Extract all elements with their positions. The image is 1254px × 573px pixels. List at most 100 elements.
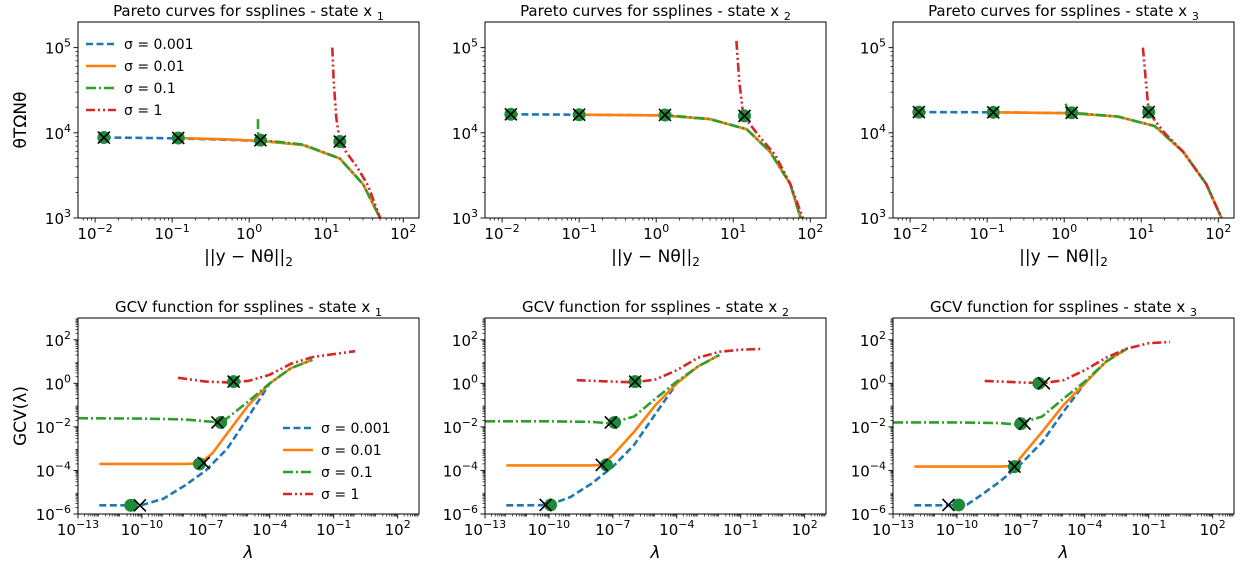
subplot-title: Pareto curves for ssplines - state x 1 (113, 2, 384, 23)
optimum-dot-marker (1032, 376, 1046, 390)
series-group (78, 349, 356, 512)
series-line-sigma-1 (576, 347, 763, 384)
legend-label: σ = 0.1 (124, 81, 176, 97)
y-tick-label-exp: 5 (471, 37, 478, 50)
series-line-sigma-0.1 (78, 358, 313, 424)
y-tick-label-exp: −6 (55, 503, 71, 516)
x-tick-label-exp: −1 (174, 222, 190, 235)
optimum-dot-marker (214, 415, 228, 429)
x-tick-label: 100 (1051, 222, 1077, 243)
x-tick-label: 10−10 (528, 518, 570, 539)
y-tick-label-base: 10 (45, 332, 64, 350)
cross-marker (197, 456, 211, 470)
y-tick-label: 102 (45, 329, 71, 350)
y-tick-label-base: 10 (36, 419, 55, 437)
title-subscript: 1 (375, 306, 382, 319)
series-line-sigma-0.001 (506, 382, 678, 507)
y-tick-label-base: 10 (851, 419, 870, 437)
y-tick-label-base: 10 (452, 210, 471, 228)
cross-marker (133, 498, 147, 512)
y-tick-label-exp: 0 (471, 372, 478, 385)
series-line-sigma-0.1 (485, 353, 721, 425)
axes-frame (892, 21, 1235, 219)
x-tick-label: 101 (1128, 222, 1154, 243)
x-tick-label-exp: 0 (255, 222, 262, 235)
y-tick-label: 104 (860, 122, 886, 143)
x-tick-label-exp: 1 (739, 222, 746, 235)
x-axis-label-text: ||y − Nθ|| (204, 247, 285, 267)
title-subscript: 2 (784, 10, 791, 23)
y-tick-label-exp: −6 (870, 503, 886, 516)
x-tick-label: 100 (643, 222, 669, 243)
x-tick-label-exp: −7 (614, 518, 630, 531)
y-tick-label-base: 10 (45, 210, 64, 228)
subplot-5: 10−13 10−10 10−7 10−4 10−1 10210−610−410−2100… (443, 298, 827, 563)
x-tick-label-base: 10 (121, 521, 140, 539)
x-tick-label-exp: −1 (1150, 518, 1166, 531)
x-tick-label: 10−10 (936, 518, 978, 539)
x-tick-label-base: 10 (313, 225, 332, 243)
legend: σ = 0.001 σ = 0.01 σ = 0.1 σ = 1 (86, 37, 194, 119)
series-group (893, 340, 1171, 512)
y-tick-label-base: 10 (45, 375, 64, 393)
series-group (97, 47, 382, 218)
series-line-sigma-0.001 (99, 382, 271, 507)
y-tick-label-exp: 0 (879, 372, 886, 385)
y-axis-label: θTΩNθ (11, 92, 31, 149)
x-tick-label-base: 10 (154, 225, 173, 243)
x-tick-label-exp: −2 (97, 222, 113, 235)
x-axis-label: ||y − Nθ||2 (611, 247, 700, 269)
title-text: GCV function for ssplines - state x (115, 298, 375, 316)
x-axis-label: ||y − Nθ||2 (1019, 247, 1108, 269)
y-tick-label-exp: 3 (471, 207, 478, 220)
legend-label: σ = 0.01 (321, 443, 382, 459)
cross-marker (1142, 105, 1156, 119)
y-tick-label-base: 10 (860, 332, 879, 350)
cross-marker (504, 107, 518, 121)
x-tick-label-base: 10 (1067, 521, 1086, 539)
x-tick-label-exp: 1 (332, 222, 339, 235)
x-tick-label: 10−10 (121, 518, 163, 539)
cross-marker (1065, 106, 1079, 120)
y-tick-label: 10−6 (851, 503, 886, 524)
cross-marker (253, 133, 268, 147)
series-group (504, 40, 805, 218)
x-tick-label-exp: 2 (816, 222, 823, 235)
cross-marker (1037, 376, 1051, 390)
cross-marker (333, 134, 347, 149)
x-tick-label-exp: 1 (1147, 222, 1154, 235)
optimum-dot-marker (544, 498, 558, 512)
x-tick-label-exp: 0 (1070, 222, 1077, 235)
y-axis-label: GCV(λ) (11, 386, 31, 446)
y-tick-label-exp: −2 (870, 416, 886, 429)
x-tick-label: 10−13 (464, 518, 506, 539)
legend-label: σ = 1 (321, 487, 359, 503)
series-line-sigma-0.001 (510, 113, 802, 218)
x-axis-label-subscript: 2 (692, 255, 700, 269)
optimum-dot-marker (192, 457, 206, 471)
x-tick-label: 10−7 (595, 518, 630, 539)
y-tick-label: 10−6 (443, 503, 478, 524)
x-axis-label: λ (242, 543, 253, 563)
x-tick-label: 10−13 (872, 518, 914, 539)
legend-label: σ = 0.01 (124, 59, 185, 75)
x-axis-label-subscript: 2 (285, 255, 293, 269)
x-tick-label: 102 (385, 518, 411, 539)
x-tick-label-exp: −10 (955, 518, 978, 531)
title-text: Pareto curves for ssplines - state x (113, 2, 377, 20)
cross-marker (604, 415, 618, 430)
y-tick-label-base: 10 (851, 506, 870, 524)
y-tick-label-exp: 4 (471, 122, 478, 135)
optimum-dot-marker (124, 498, 138, 512)
x-tick-label: 102 (797, 222, 823, 243)
x-tick-label-base: 10 (561, 225, 580, 243)
title-text: GCV function for ssplines - state x (930, 298, 1190, 316)
series-group (912, 47, 1223, 218)
x-axis-label: λ (649, 543, 660, 563)
x-tick-label: 10−1 (154, 222, 189, 243)
y-tick-label-base: 10 (443, 419, 462, 437)
x-axis-label: λ (1057, 543, 1068, 563)
series-line-sigma-0.001 (914, 382, 1086, 507)
cross-marker (1018, 417, 1032, 431)
